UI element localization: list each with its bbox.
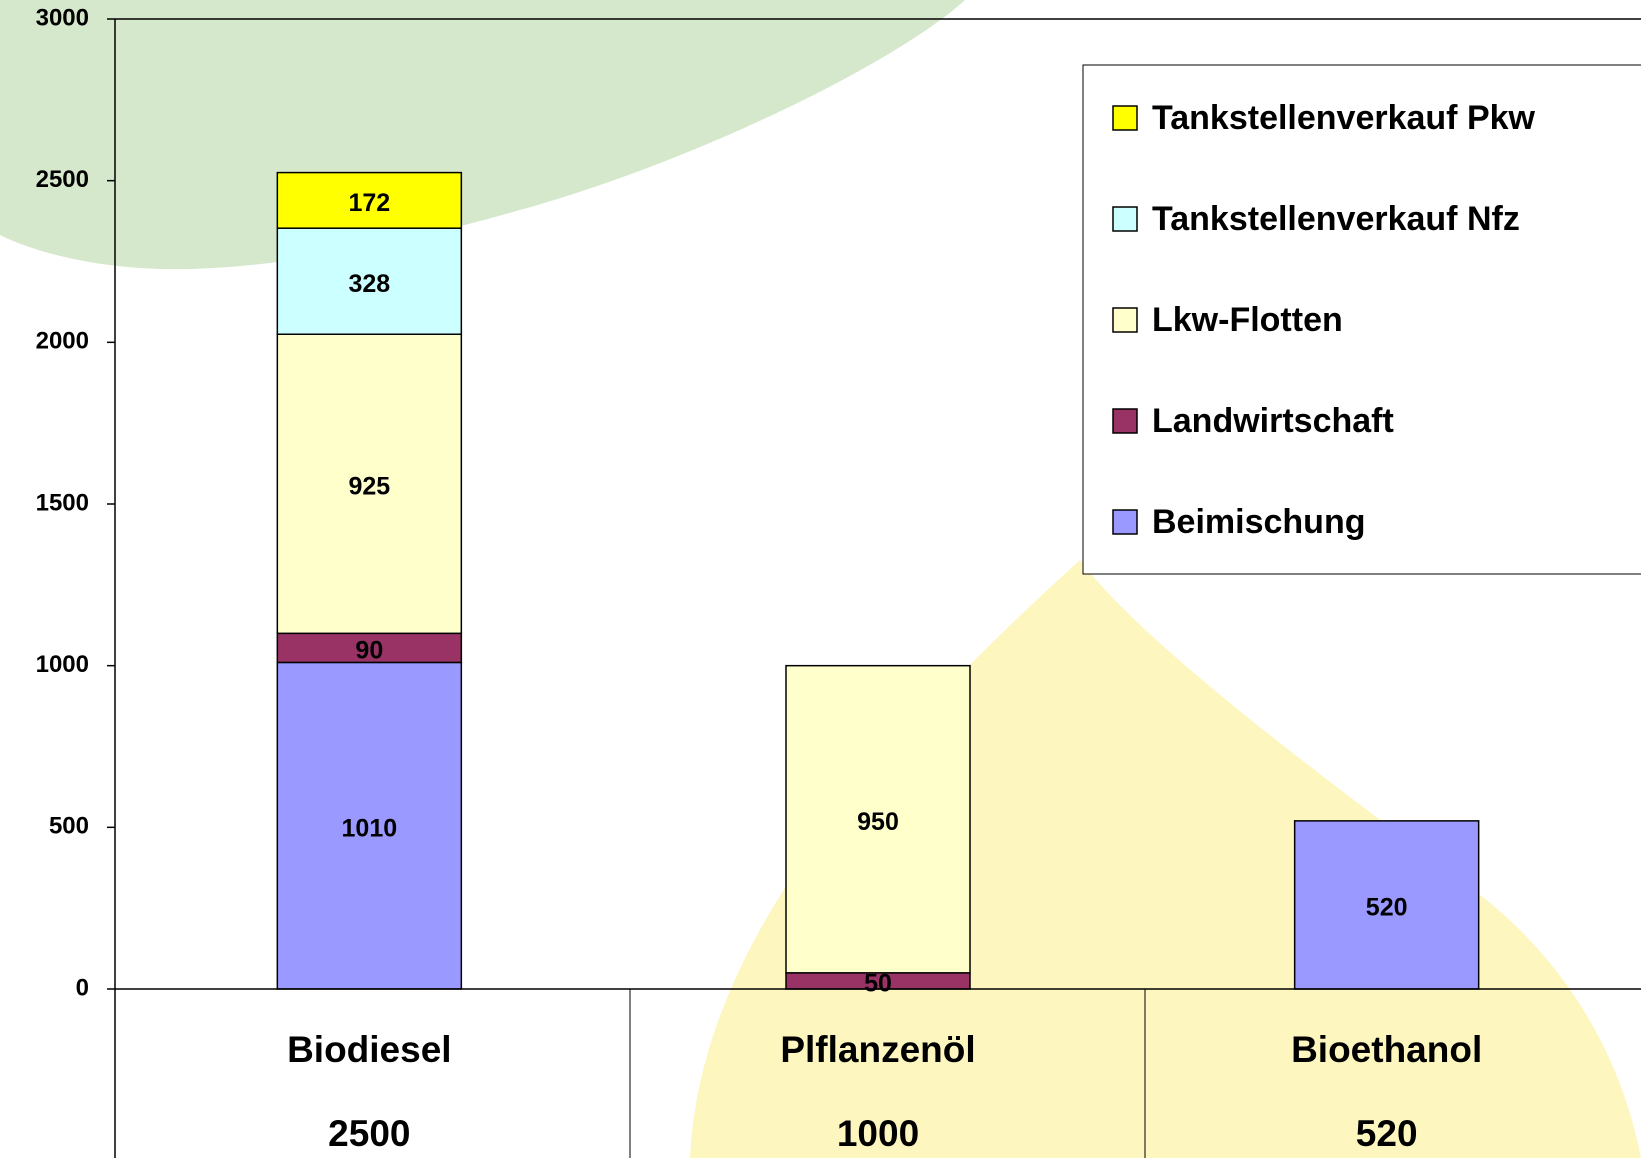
x-tick-label: Bioethanol bbox=[1291, 1029, 1482, 1070]
bar-segment bbox=[276, 661, 463, 990]
bar-segment bbox=[276, 227, 463, 336]
data-label: 950 bbox=[857, 808, 899, 836]
y-tick-label: 2500 bbox=[36, 166, 89, 193]
legend-swatch bbox=[1112, 105, 1138, 131]
legend-swatch bbox=[1112, 408, 1138, 434]
category-total: 2500 bbox=[328, 1113, 410, 1154]
y-tick-label: 0 bbox=[76, 974, 89, 1001]
data-label: 1010 bbox=[342, 814, 398, 842]
legend-label: Tankstellenverkauf Nfz bbox=[1152, 200, 1520, 238]
legend-swatch bbox=[1112, 509, 1138, 535]
legend-swatch bbox=[1112, 206, 1138, 232]
x-tick-label: Biodiesel bbox=[287, 1029, 452, 1070]
legend-label: Tankstellenverkauf Pkw bbox=[1152, 99, 1536, 137]
bar-segment bbox=[1293, 820, 1480, 990]
legend-box bbox=[1082, 64, 1641, 575]
bar-segment bbox=[276, 333, 463, 635]
y-tick-label: 3000 bbox=[36, 4, 89, 31]
bar-segment bbox=[785, 664, 971, 974]
background-leaf-green bbox=[0, 0, 965, 270]
bar-segment bbox=[276, 171, 463, 229]
y-tick-label: 1000 bbox=[36, 651, 89, 678]
legend-label: Lkw-Flotten bbox=[1152, 301, 1343, 339]
legend-swatch bbox=[1112, 307, 1138, 333]
data-label: 520 bbox=[1366, 894, 1408, 922]
data-label: 90 bbox=[355, 636, 383, 664]
legend-label: Landwirtschaft bbox=[1152, 402, 1394, 440]
data-label: 328 bbox=[348, 270, 390, 298]
data-label: 50 bbox=[864, 970, 892, 998]
data-label: 925 bbox=[348, 472, 390, 500]
data-label: 172 bbox=[348, 189, 390, 217]
legend-label: Beimischung bbox=[1152, 503, 1365, 541]
y-tick-label: 2000 bbox=[36, 328, 89, 355]
bar-segment bbox=[276, 632, 463, 664]
y-tick-label: 1500 bbox=[36, 489, 89, 516]
x-tick-label: Plflanzenöl bbox=[780, 1029, 975, 1070]
category-total: 1000 bbox=[837, 1113, 919, 1154]
y-tick-label: 500 bbox=[49, 813, 89, 840]
category-total: 520 bbox=[1356, 1113, 1418, 1154]
